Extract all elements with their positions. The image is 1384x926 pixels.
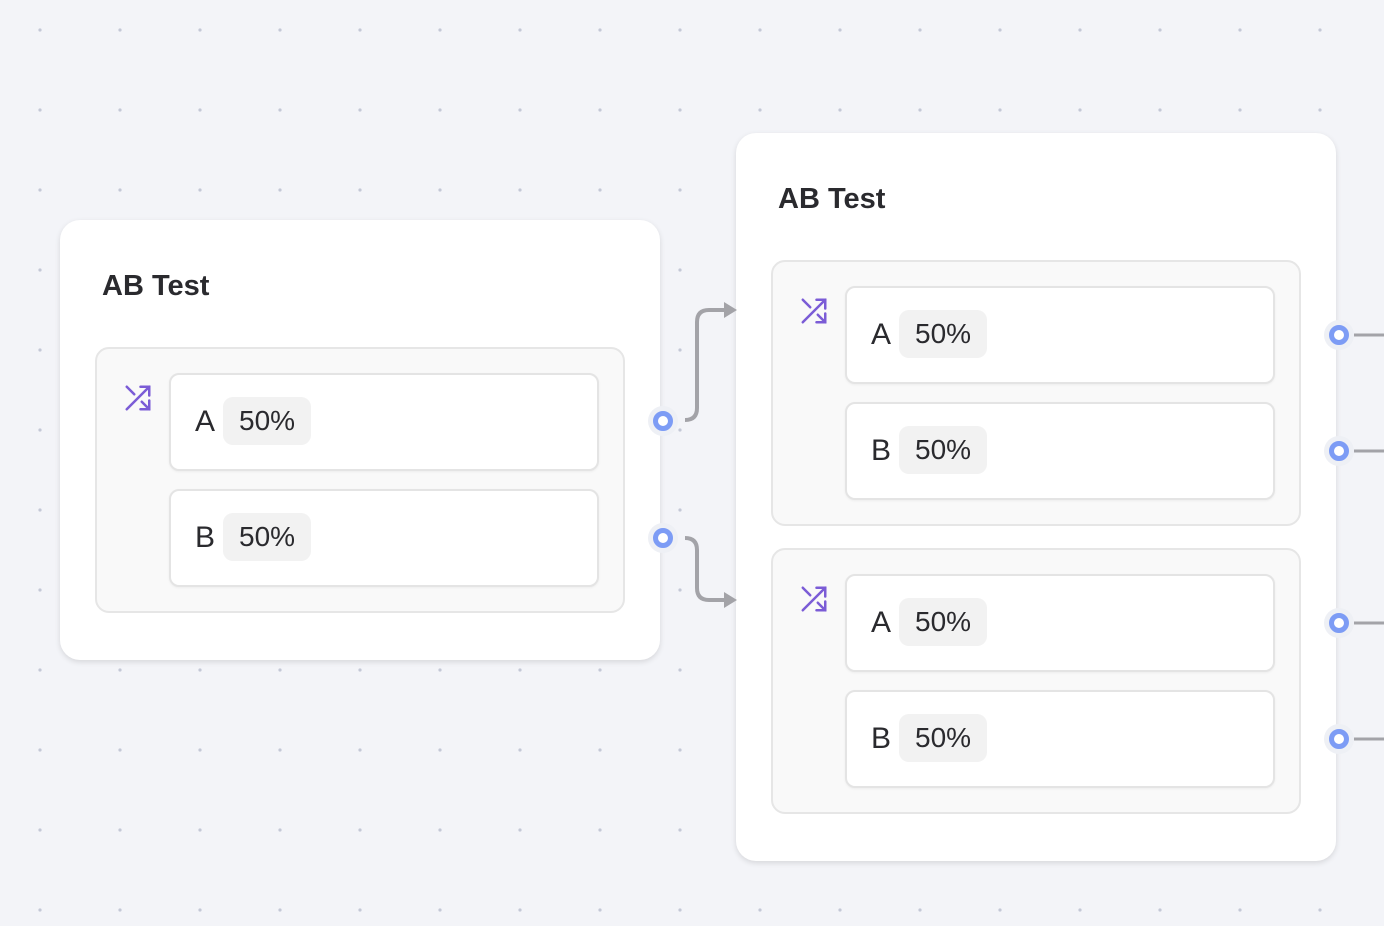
- node-title: AB Test: [778, 183, 886, 215]
- variant-b[interactable]: B 50%: [169, 489, 599, 587]
- output-handle[interactable]: [1324, 608, 1354, 638]
- shuffle-icon: [801, 298, 827, 324]
- variant-b[interactable]: B 50%: [845, 402, 1275, 500]
- split-badge: 50%: [899, 598, 988, 646]
- variant-group: A 50% B 50%: [771, 548, 1301, 814]
- node-title: AB Test: [102, 270, 210, 302]
- edge-arrow-icon: [724, 592, 737, 608]
- split-badge: 50%: [899, 426, 988, 474]
- variant-b[interactable]: B 50%: [845, 690, 1275, 788]
- variant-label: B: [195, 521, 216, 554]
- output-handle-a[interactable]: [648, 406, 678, 436]
- split-badge: 50%: [899, 310, 988, 358]
- variant-group: A 50% B 50%: [771, 260, 1301, 526]
- output-handle[interactable]: [1324, 436, 1354, 466]
- edge-a: [684, 308, 726, 422]
- output-handle-b[interactable]: [648, 523, 678, 553]
- outgoing-edges: [1354, 333, 1384, 741]
- split-badge: 50%: [223, 397, 312, 445]
- variant-label: A: [871, 318, 892, 351]
- variant-label: A: [871, 606, 892, 639]
- split-badge: 50%: [223, 513, 312, 561]
- variant-a[interactable]: A 50%: [845, 286, 1275, 384]
- variant-a[interactable]: A 50%: [169, 373, 599, 471]
- shuffle-icon: [125, 385, 151, 411]
- variant-label: A: [195, 405, 216, 438]
- variant-label: B: [871, 434, 892, 467]
- ab-test-node-2[interactable]: AB Test A 50% B 50% A 50% B 50%: [736, 133, 1336, 861]
- output-handle[interactable]: [1324, 320, 1354, 350]
- variant-a[interactable]: A 50%: [845, 574, 1275, 672]
- edge-b: [684, 536, 726, 602]
- output-handle[interactable]: [1324, 724, 1354, 754]
- variant-label: B: [871, 722, 892, 755]
- variant-group: A 50% B 50%: [95, 347, 625, 613]
- edge-arrow-icon: [724, 302, 737, 318]
- ab-test-node-1[interactable]: AB Test A 50% B 50%: [60, 220, 660, 660]
- shuffle-icon: [801, 586, 827, 612]
- split-badge: 50%: [899, 714, 988, 762]
